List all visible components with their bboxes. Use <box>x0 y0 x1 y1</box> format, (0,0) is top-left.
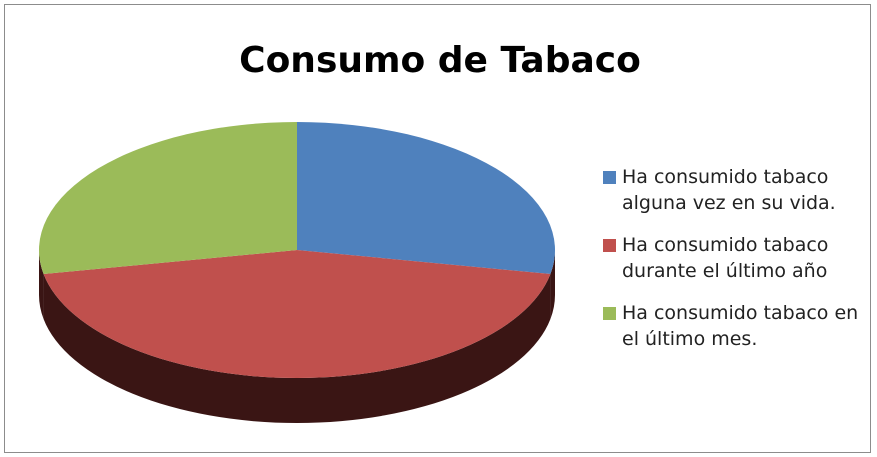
legend-swatch <box>603 239 616 252</box>
legend-label: Ha consumido tabaco en el último mes. <box>622 302 859 350</box>
pie-slice <box>43 250 551 378</box>
legend-item: Ha consumido tabaco alguna vez en su vid… <box>603 164 873 216</box>
chart-title: Consumo de Tabaco <box>239 40 641 81</box>
legend-item: Ha consumido tabaco en el último mes. <box>603 300 873 352</box>
legend-item: Ha consumido tabaco durante el último añ… <box>603 232 873 284</box>
legend-label: Ha consumido tabaco alguna vez en su vid… <box>622 166 836 214</box>
pie-side <box>550 250 555 319</box>
legend-label: Ha consumido tabaco durante el último añ… <box>622 234 829 282</box>
pie-side <box>39 250 44 319</box>
legend-swatch <box>603 307 616 320</box>
chart-frame <box>4 4 871 453</box>
pie-slice <box>38 122 297 274</box>
pie-slice <box>297 122 556 274</box>
legend-swatch <box>603 171 616 184</box>
legend: Ha consumido tabaco alguna vez en su vid… <box>603 164 873 368</box>
pie-side <box>43 273 551 423</box>
